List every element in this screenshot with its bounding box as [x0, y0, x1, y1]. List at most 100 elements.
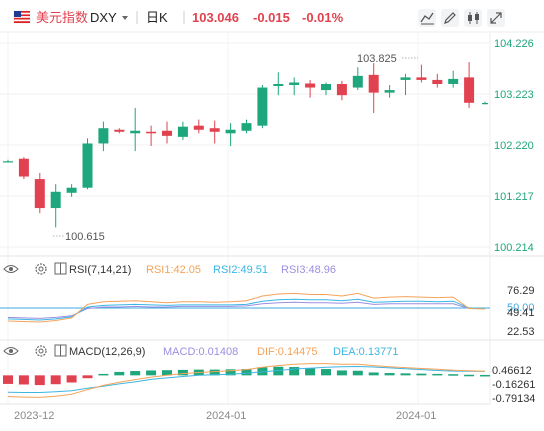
candle-body — [66, 187, 77, 193]
dea-value: DEA:0.13771 — [333, 346, 398, 358]
price-panel-grid — [0, 33, 491, 404]
line-chart-icon[interactable] — [418, 9, 436, 27]
candle-body — [432, 79, 443, 84]
gear-icon[interactable] — [35, 345, 47, 357]
candle-body — [305, 83, 316, 88]
candle — [114, 128, 125, 134]
candle-body — [146, 131, 157, 134]
macd-header: MACD(12,26,9) MACD:0.01408 DIF:0.14475 D… — [3, 344, 398, 358]
candle-body — [400, 77, 411, 80]
macd-lines — [7, 363, 486, 398]
macd-bar — [3, 375, 13, 384]
dea-line — [7, 365, 486, 393]
candle — [98, 121, 109, 152]
rsi3-line — [7, 301, 485, 319]
candle-body — [114, 129, 125, 132]
price-axis: 104.226 103.223 102.220 101.217 100.214 — [494, 38, 534, 254]
macd-bar — [114, 371, 125, 376]
price-axis-label: 103.223 — [494, 89, 534, 101]
macd-bar — [257, 367, 268, 376]
macd-bar — [50, 375, 61, 385]
candle — [50, 184, 61, 228]
candle — [336, 80, 347, 101]
candle — [368, 63, 379, 113]
candle — [177, 121, 188, 140]
time-axis-label: 2024-01 — [206, 410, 246, 422]
candlestick-series[interactable] — [3, 62, 488, 228]
macd-bar — [448, 374, 459, 376]
rsi1-value: RSI1:42.05 — [146, 264, 201, 276]
candle — [352, 67, 363, 91]
candle-body — [50, 191, 61, 209]
gear-icon[interactable] — [35, 263, 47, 275]
candle-body — [416, 77, 427, 80]
candlestick-settings-icon[interactable] — [464, 9, 482, 27]
time-axis-label: 2023-12 — [14, 410, 54, 422]
rsi-axis-label: 50.00 — [507, 302, 535, 314]
candle — [18, 157, 29, 180]
candle-body — [384, 90, 395, 93]
dif-value: DIF:0.14475 — [257, 346, 318, 358]
indicator-toggle-icon[interactable] — [54, 262, 67, 275]
candle-body — [241, 123, 252, 131]
time-axis-label: 2024-01 — [396, 410, 436, 422]
price-change-pct: -0.01% — [302, 10, 344, 25]
macd-bar — [400, 373, 411, 376]
time-axis: 2023-12 2024-01 2024-01 — [14, 410, 436, 422]
expand-icon[interactable] — [487, 9, 505, 27]
candle-body — [352, 75, 363, 88]
symbol-dropdown-icon[interactable] — [122, 16, 128, 20]
macd-value: MACD:0.01408 — [163, 346, 238, 358]
candle — [482, 101, 488, 105]
candle — [400, 73, 411, 96]
eye-icon[interactable] — [3, 347, 19, 355]
index-title[interactable]: 美元指数 — [36, 10, 88, 25]
price-change: -0.015 — [253, 10, 290, 25]
candle-body — [18, 158, 29, 177]
macd-bar — [146, 370, 157, 376]
period-selector[interactable]: 日K — [146, 10, 168, 25]
header-bar: 美元指数 DXY 日K 103.046 -0.015 -0.01% — [13, 9, 505, 27]
symbol-label[interactable]: DXY — [90, 10, 117, 25]
candle — [273, 72, 284, 96]
candle — [66, 184, 77, 197]
macd-bar — [384, 373, 395, 376]
macd-bar — [66, 375, 77, 383]
macd-bar — [273, 366, 284, 376]
candle — [416, 64, 427, 83]
macd-bar — [18, 375, 29, 385]
macd-bar — [336, 370, 347, 376]
candle — [464, 62, 475, 108]
low-annotation: 100.615 — [53, 231, 105, 243]
macd-bar — [480, 374, 490, 377]
candle — [241, 119, 252, 134]
candle — [3, 159, 13, 163]
eye-icon[interactable] — [3, 265, 19, 273]
indicator-toggle-icon[interactable] — [54, 344, 67, 357]
candle-body — [321, 83, 331, 91]
rsi-axis-label: 49.41 — [507, 307, 535, 319]
candle-body — [225, 129, 236, 134]
candle — [432, 73, 443, 88]
candle — [257, 85, 268, 129]
price-axis-label: 104.226 — [494, 38, 534, 50]
candle-body — [368, 74, 379, 93]
macd-label: MACD(12,26,9) — [69, 346, 145, 358]
high-annotation: 103.825 — [357, 53, 418, 65]
candle — [289, 77, 300, 96]
rsi2-line — [7, 298, 485, 321]
macd-bar — [241, 369, 252, 376]
draw-pen-icon[interactable] — [441, 9, 459, 27]
dif-line — [7, 363, 486, 398]
macd-histogram — [3, 366, 490, 386]
candle-body — [482, 103, 488, 105]
macd-bar — [321, 369, 331, 376]
price-axis-label: 102.220 — [494, 140, 534, 152]
macd-bar — [432, 373, 443, 376]
candle — [225, 123, 236, 147]
macd-bar — [305, 367, 316, 376]
macd-bar — [34, 375, 45, 386]
rsi3-value: RSI3:48.96 — [281, 264, 336, 276]
macd-bar — [416, 373, 427, 376]
